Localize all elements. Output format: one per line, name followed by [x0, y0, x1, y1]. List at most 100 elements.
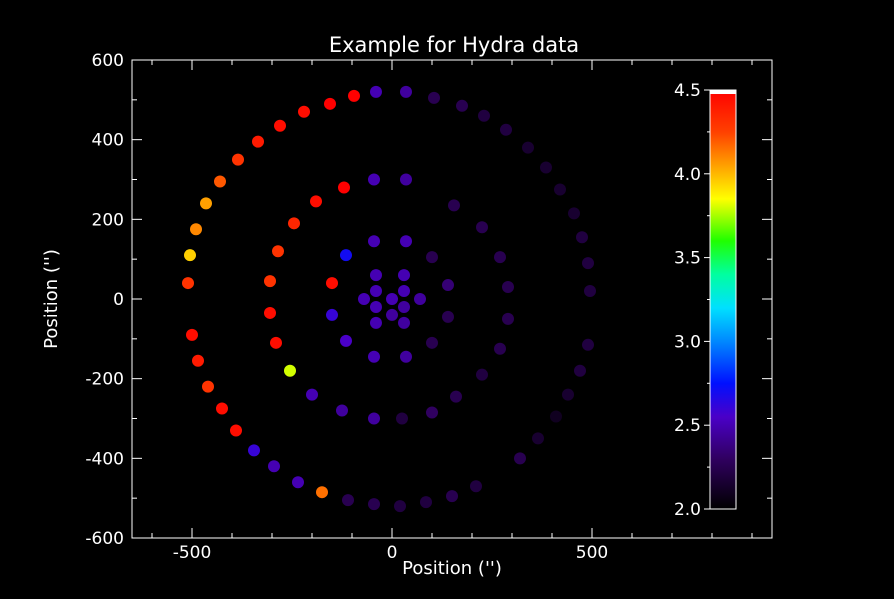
data-point: [446, 490, 458, 503]
colorbar: 2.0 2.5 3.0 3.5 4.0 4.5: [674, 81, 737, 520]
y-tick-label: -600: [85, 529, 124, 549]
chart-title: Example for Hydra data: [329, 33, 579, 57]
data-point: [348, 89, 360, 102]
data-point: [370, 285, 382, 298]
data-point: [420, 496, 432, 509]
data-point: [370, 300, 382, 313]
data-point: [200, 197, 212, 210]
data-point: [398, 269, 410, 282]
data-point: [264, 275, 276, 288]
data-point: [248, 444, 260, 457]
data-point: [554, 183, 566, 196]
data-point: [368, 412, 380, 425]
data-point: [562, 388, 574, 401]
data-point: [270, 336, 282, 349]
data-point: [274, 119, 286, 132]
data-point: [400, 85, 412, 98]
data-point: [502, 312, 514, 325]
data-point: [264, 306, 276, 319]
data-point: [502, 281, 514, 294]
data-point: [284, 364, 296, 377]
data-point: [450, 390, 462, 403]
data-point: [214, 175, 226, 188]
data-point: [230, 424, 242, 437]
data-point: [426, 336, 438, 349]
data-point: [316, 486, 328, 499]
data-point: [398, 285, 410, 298]
data-point: [370, 316, 382, 329]
data-point: [232, 153, 244, 166]
data-point: [272, 245, 284, 258]
data-point: [396, 412, 408, 425]
data-point: [310, 195, 322, 208]
data-point: [202, 380, 214, 393]
colorbar-tick-label: 3.0: [674, 332, 701, 352]
data-point: [414, 293, 426, 305]
data-point: [442, 310, 454, 323]
data-points: [182, 85, 598, 513]
x-tick-label: -500: [173, 543, 212, 563]
colorbar-tick-label: 4.0: [674, 165, 701, 185]
data-point: [426, 406, 438, 419]
data-point: [576, 231, 588, 244]
data-point: [368, 173, 380, 186]
data-point: [540, 161, 552, 174]
data-point: [574, 364, 586, 377]
y-axis-label: Position (''): [41, 249, 62, 349]
data-point: [340, 249, 352, 262]
data-point: [186, 328, 198, 341]
data-point: [342, 494, 354, 507]
data-point: [306, 388, 318, 401]
data-point: [324, 97, 336, 110]
data-point: [190, 223, 202, 236]
data-point: [386, 308, 398, 321]
data-point: [326, 308, 338, 321]
data-point: [400, 235, 412, 248]
data-point: [216, 402, 228, 415]
data-point: [368, 498, 380, 511]
colorbar-gradient: [709, 89, 737, 510]
y-tick-label: 400: [92, 131, 124, 151]
y-tick-label: -400: [85, 449, 124, 469]
data-point: [500, 123, 512, 136]
colorbar-tick-label: 2.0: [674, 500, 701, 520]
data-point: [428, 91, 440, 104]
colorbar-tick-label: 3.5: [674, 249, 701, 269]
data-point: [470, 480, 482, 493]
colorbar-tick-label: 4.5: [674, 81, 701, 101]
data-point: [522, 141, 534, 154]
data-point: [514, 452, 526, 465]
colorbar-tick-label: 2.5: [674, 416, 701, 436]
data-point: [184, 249, 196, 262]
data-point: [586, 312, 598, 325]
data-point: [532, 432, 544, 445]
x-axis-label: Position (''): [402, 558, 502, 579]
y-tick-label: 0: [113, 290, 124, 310]
data-point: [568, 207, 580, 220]
data-point: [368, 350, 380, 363]
data-point: [442, 279, 454, 292]
data-point: [338, 181, 350, 194]
data-point: [368, 235, 380, 248]
data-point: [394, 500, 406, 513]
data-point: [448, 199, 460, 212]
data-point: [494, 342, 506, 355]
data-point: [252, 135, 264, 148]
data-point: [358, 293, 370, 305]
data-point: [182, 277, 194, 290]
data-point: [192, 354, 204, 367]
y-tick-label: 200: [92, 210, 124, 230]
data-point: [400, 350, 412, 363]
data-point: [398, 316, 410, 329]
data-point: [582, 257, 594, 270]
data-point: [476, 221, 488, 234]
data-point: [386, 293, 398, 305]
data-point: [298, 105, 310, 118]
data-point: [426, 251, 438, 264]
colorbar-top-cap: [710, 90, 736, 94]
data-point: [400, 173, 412, 186]
data-point: [476, 368, 488, 381]
x-tick-label: 0: [387, 543, 398, 563]
plot-frame: [131, 59, 773, 539]
